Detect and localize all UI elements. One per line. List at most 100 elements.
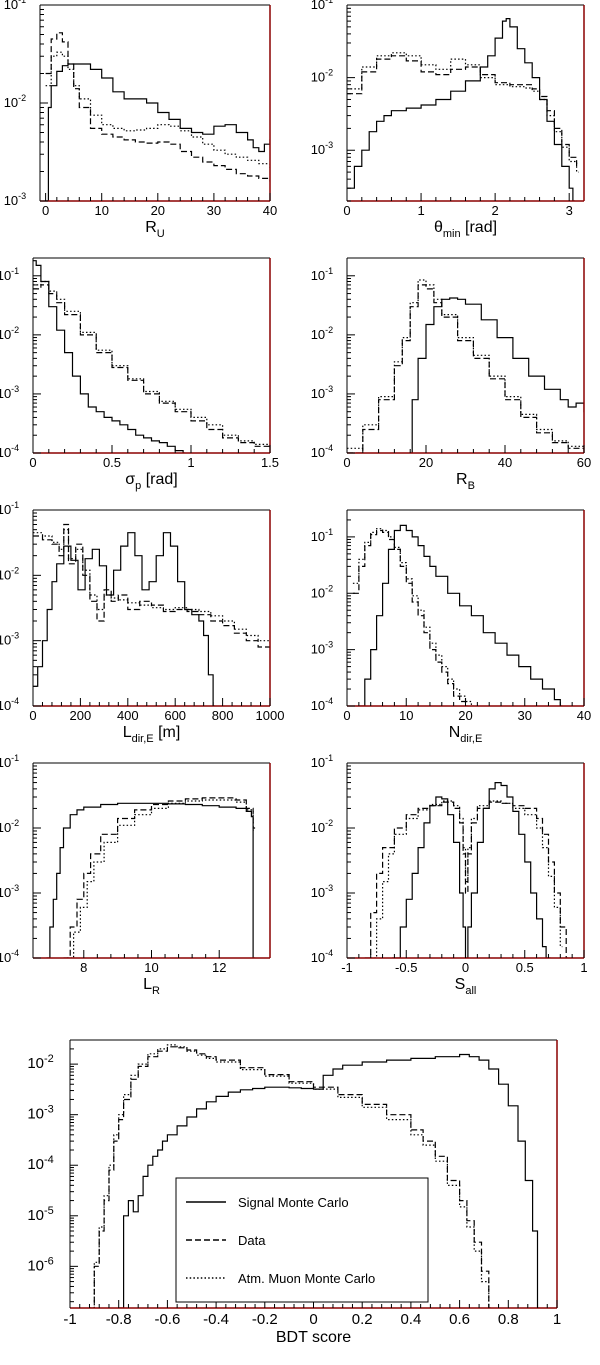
y-tick-label: 10-4 xyxy=(0,443,19,460)
y-tick-label: 10-6 xyxy=(27,1255,53,1274)
series-dotted-lr xyxy=(66,799,256,958)
series-solid-theta xyxy=(347,18,575,201)
x-tick-label: -1 xyxy=(63,1311,76,1328)
x-tick-label: 40 xyxy=(263,203,277,218)
series-dashed-rb xyxy=(347,284,584,453)
x-tick-label: 1 xyxy=(417,203,424,218)
series-solid-lr xyxy=(46,802,256,958)
x-tick-label: 0 xyxy=(42,203,49,218)
series-dotted-ru xyxy=(45,51,270,168)
y-tick-label: 10-3 xyxy=(311,384,333,401)
chart-ru: 10-3 10-2 10-1 0 10 20 30 40 RU xyxy=(4,0,278,240)
y-tick-label: 10-2 xyxy=(311,325,333,342)
y-tick-label: 10-3 xyxy=(0,631,19,648)
y-tick-label: 10-2 xyxy=(27,1053,53,1072)
chart-theta: 10-3 10-2 10-1 0 1 2 3 θmin [rad] xyxy=(311,0,585,240)
x-tick-label: 10 xyxy=(144,960,158,975)
x-tick-label: -0.2 xyxy=(252,1311,278,1328)
x-axis-label: RB xyxy=(456,471,475,492)
x-axis-label: Sall xyxy=(455,976,477,997)
x-tick-label: 0 xyxy=(29,455,36,470)
x-axis-label: BDT score xyxy=(276,1329,351,1346)
x-tick-label: -1 xyxy=(341,960,353,975)
y-tick-label: 10-5 xyxy=(27,1205,53,1224)
y-tick-label: 10-1 xyxy=(311,266,333,283)
x-tick-label: -0.6 xyxy=(154,1311,180,1328)
y-tick-label: 10-4 xyxy=(311,948,333,965)
chart-bdt: 10-6 10-5 10-4 10-3 10-2 -1 -0.8 -0.6 -0.4 -0.2 0 0… xyxy=(27,1039,561,1346)
legend-label: Data xyxy=(238,1233,266,1248)
x-tick-label: 0 xyxy=(343,708,350,723)
x-axis-label: LR xyxy=(143,976,160,997)
y-tick-label: 10-1 xyxy=(0,266,19,283)
x-axis-label: Ldir,E [m] xyxy=(123,724,181,745)
series-solid-sigma xyxy=(33,260,186,453)
y-tick-label: 10-2 xyxy=(4,93,26,110)
x-tick-label: 800 xyxy=(212,708,234,723)
y-tick-label: 10-4 xyxy=(0,948,19,965)
x-tick-label: 0.5 xyxy=(103,455,121,470)
y-tick-label: 10-1 xyxy=(311,0,333,12)
y-tick-label: 10-4 xyxy=(27,1154,53,1173)
x-tick-label: 8 xyxy=(80,960,87,975)
series-dashed-ru xyxy=(45,32,270,182)
y-tick-label: 10-3 xyxy=(4,191,26,208)
y-tick-label: 10-1 xyxy=(311,753,333,770)
x-tick-label: 0.8 xyxy=(498,1311,519,1328)
y-tick-label: 10-3 xyxy=(311,883,333,900)
x-tick-label: 10 xyxy=(399,708,413,723)
x-tick-label: 0 xyxy=(343,203,350,218)
chart-rb: 10-4 10-3 10-2 10-1 0 20 40 60 RB xyxy=(311,257,591,492)
x-tick-label: -0.5 xyxy=(395,960,417,975)
y-tick-label: 10-3 xyxy=(311,640,333,657)
y-tick-label: 10-2 xyxy=(0,565,19,582)
x-tick-label: 12 xyxy=(212,960,226,975)
series-dotted-sall xyxy=(370,800,563,958)
x-tick-label: 2 xyxy=(492,203,499,218)
y-tick-label: 10-3 xyxy=(311,140,333,157)
x-tick-label: 0 xyxy=(29,708,36,723)
x-axis-label: θmin [rad] xyxy=(434,219,497,240)
y-tick-label: 10-4 xyxy=(0,696,19,713)
series-solid-ndir xyxy=(358,524,563,706)
series-solid-ru xyxy=(45,63,270,201)
x-tick-label: 0.2 xyxy=(352,1311,373,1328)
x-tick-label: 0.4 xyxy=(400,1311,421,1328)
x-tick-label: 200 xyxy=(70,708,92,723)
y-tick-label: 10-2 xyxy=(311,583,333,600)
series-solid-bdt xyxy=(118,1053,540,1308)
series-dotted-ldir xyxy=(33,529,270,645)
x-tick-label: 40 xyxy=(577,708,591,723)
y-tick-label: 10-3 xyxy=(27,1104,53,1123)
x-tick-label: 1000 xyxy=(256,708,285,723)
x-tick-label: 1 xyxy=(580,960,587,975)
x-tick-label: -0.4 xyxy=(203,1311,229,1328)
x-tick-label: 400 xyxy=(117,708,139,723)
series-dotted-sigma xyxy=(33,280,270,447)
chart-sigma: 10-4 10-3 10-2 10-1 0 0.5 1 1.5 σp [rad] xyxy=(0,257,279,492)
x-tick-label: 1 xyxy=(187,455,194,470)
series-dashed-theta xyxy=(347,55,579,167)
legend: Signal Monte Carlo Data Atm. Muon Monte Ca… xyxy=(175,1177,429,1303)
x-tick-label: 600 xyxy=(164,708,186,723)
y-tick-label: 10-2 xyxy=(0,818,19,835)
chart-sall: 10-4 10-3 10-2 10-1 -1 -0.5 0 0.5 1 Sall xyxy=(311,753,588,997)
series-solid-sall xyxy=(392,782,551,958)
x-tick-label: 0 xyxy=(343,455,350,470)
x-tick-label: 10 xyxy=(94,203,108,218)
x-tick-label: 0.6 xyxy=(449,1311,470,1328)
series-dotted-theta xyxy=(347,52,579,173)
series-dashed-sall xyxy=(364,801,569,958)
y-tick-label: 10-4 xyxy=(311,696,333,713)
y-tick-label: 10-1 xyxy=(4,0,26,12)
x-axis-label: σp [rad] xyxy=(125,471,177,492)
x-tick-label: 0 xyxy=(309,1311,317,1328)
x-tick-label: 1 xyxy=(553,1311,561,1328)
x-tick-label: 1.5 xyxy=(261,455,279,470)
legend-label: Signal Monte Carlo xyxy=(238,1195,349,1210)
y-tick-label: 10-2 xyxy=(0,325,19,342)
legend-label: Atm. Muon Monte Carlo xyxy=(238,1271,375,1286)
x-tick-label: 40 xyxy=(498,455,512,470)
chart-ndir: 10-4 10-3 10-2 10-1 0 10 20 30 40 Ndir,E xyxy=(311,509,591,745)
